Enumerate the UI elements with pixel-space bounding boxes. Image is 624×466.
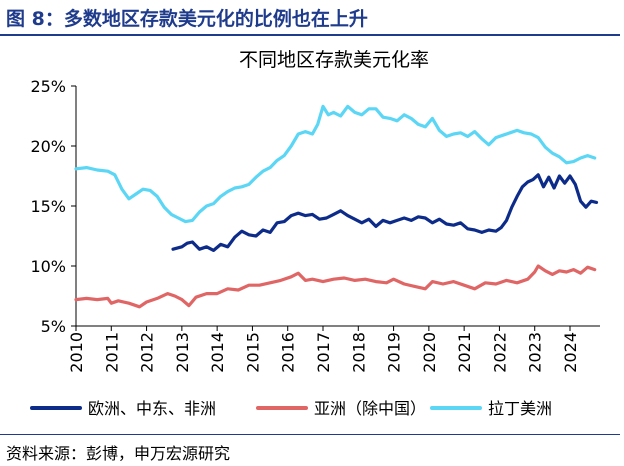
y-tick-label: 20% (30, 137, 66, 156)
legend-label-2: 亚洲（除中国） (314, 399, 426, 418)
figure-title: 图 8：多数地区存款美元化的比例也在上升 (6, 8, 368, 30)
x-tick-label: 2016 (279, 332, 298, 373)
chart-axes: 25% 20% 15% 10% 5%2010 2011 2012 2013 2014 2015 20… (30, 77, 600, 373)
x-tick-label: 2019 (385, 332, 404, 373)
title-divider (0, 34, 620, 36)
legend-label-1: 欧洲、中东、非洲 (88, 399, 216, 418)
y-tick-label: 25% (30, 77, 66, 96)
series-line-1 (171, 173, 599, 252)
x-tick-label: 2015 (243, 332, 262, 373)
chart-series (74, 104, 599, 309)
chart-legend: 欧洲、中东、非洲 亚洲（除中国） 拉丁美洲 (30, 399, 552, 418)
x-tick-label: 2023 (526, 332, 545, 373)
x-tick-label: 2022 (490, 332, 509, 373)
x-tick-label: 2011 (102, 332, 121, 373)
x-tick-label: 2024 (561, 332, 580, 373)
x-tick-label: 2014 (208, 332, 227, 373)
line-chart: 不同地区存款美元化率 25% 20% 15% 10% 5%2010 2011 2012 201… (30, 49, 600, 418)
series-line-2 (74, 264, 597, 309)
x-tick-label: 2020 (420, 332, 439, 373)
x-tick-label: 2021 (455, 332, 474, 373)
x-tick-label: 2013 (173, 332, 192, 373)
source-note: 资料来源：彭博，申万宏源研究 (6, 444, 231, 463)
y-tick-label: 15% (30, 197, 66, 216)
chart-title: 不同地区存款美元化率 (239, 49, 429, 71)
x-tick-label: 2017 (314, 332, 333, 373)
x-tick-label: 2010 (67, 332, 86, 373)
legend-label-3: 拉丁美洲 (488, 399, 552, 418)
x-tick-label: 2012 (138, 332, 157, 373)
series-line-3 (74, 104, 597, 224)
source-divider (0, 434, 620, 435)
y-tick-label: 10% (30, 257, 66, 276)
x-tick-label: 2018 (349, 332, 368, 373)
y-tick-label: 5% (41, 317, 66, 336)
